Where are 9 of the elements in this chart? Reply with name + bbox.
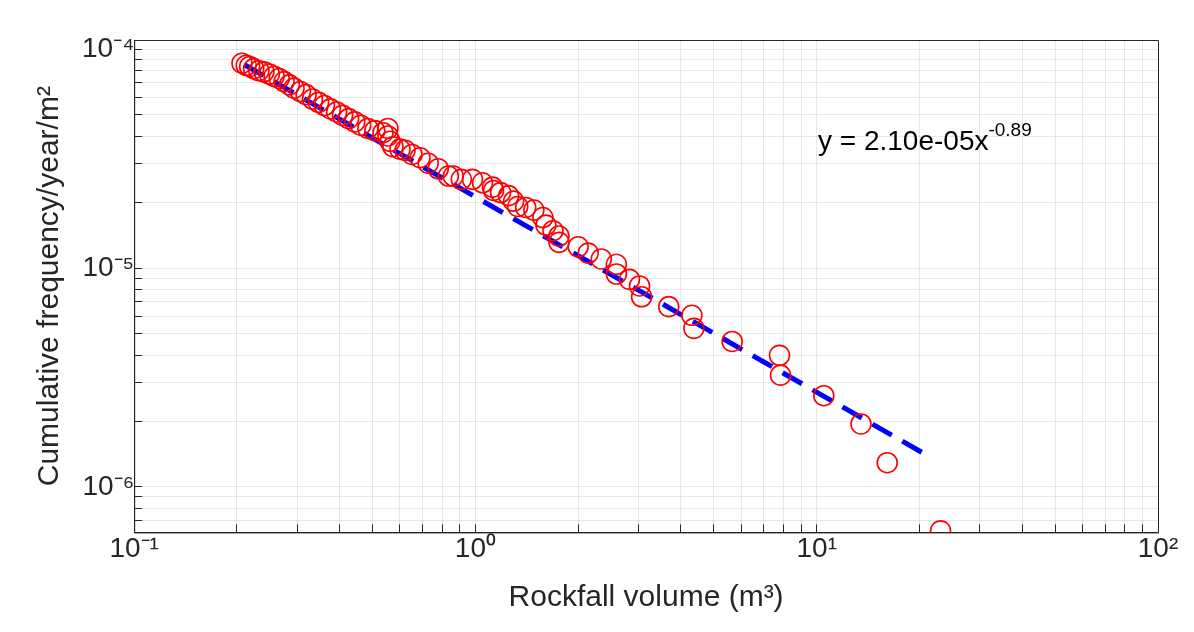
x-tick-label: 10¹ [796,531,837,563]
y-tick-label: 10⁻⁶ [82,469,135,501]
x-tick-label: 10⁻¹ [109,531,159,563]
y-tick-label: 10⁻⁵ [82,250,135,282]
y-tick-label: 10⁻⁴ [81,31,135,63]
x-tick-label: 10² [1137,531,1179,563]
y-axis-title: Cumulative frequency/year/m² [31,86,65,487]
x-axis-title: Rockfall volume (m³) [508,579,784,613]
x-tick-label: 10⁰ [454,531,497,563]
